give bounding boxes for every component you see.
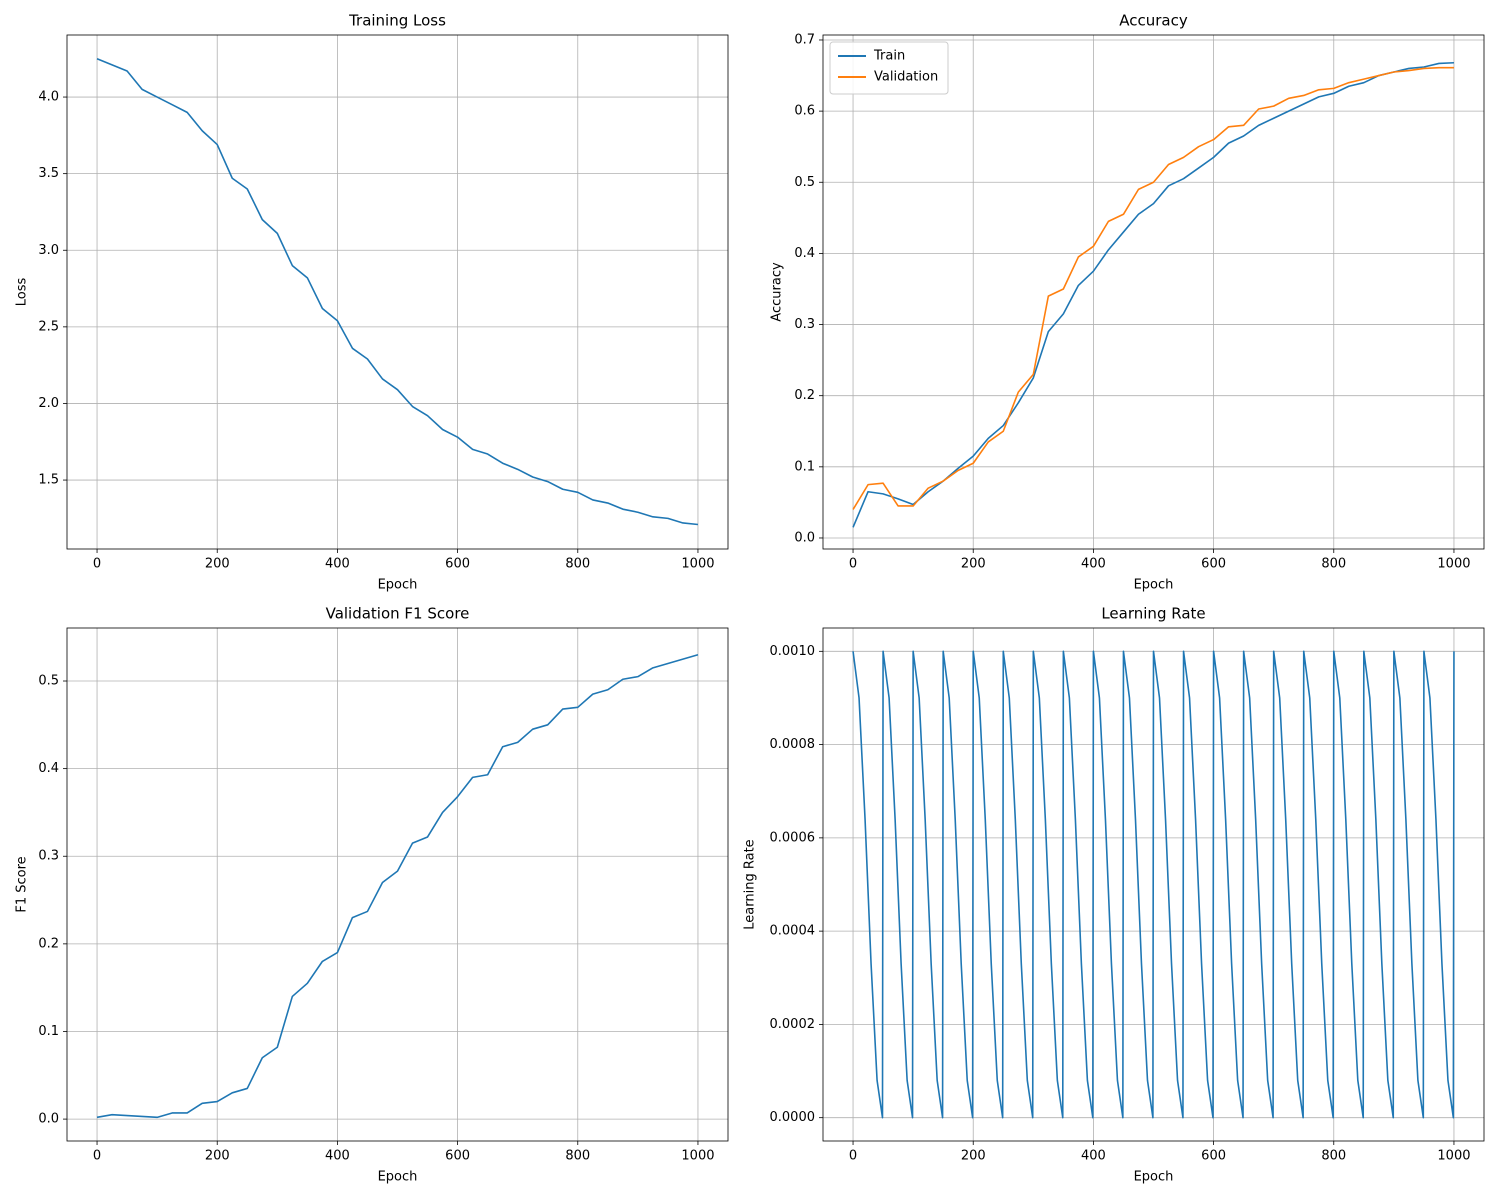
x-tick-label: 400 <box>1081 557 1106 572</box>
x-tick-label: 800 <box>1321 1149 1346 1164</box>
y-tick-label: 0.3 <box>38 849 59 864</box>
y-tick-label: 0.0002 <box>770 1017 816 1032</box>
y-tick-label: 2.5 <box>38 319 59 334</box>
data-line <box>852 66 1454 510</box>
x-tick-label: 400 <box>1081 1149 1106 1164</box>
x-axis-label: Epoch <box>378 1170 418 1185</box>
x-tick-label: 600 <box>1201 557 1226 572</box>
y-tick-label: 3.5 <box>38 166 59 181</box>
y-tick-label: 0.0004 <box>770 924 816 939</box>
plot-frame <box>822 627 1485 1142</box>
data-line <box>96 653 699 1119</box>
y-tick-label: 1.5 <box>38 473 59 488</box>
y-tick-label: 0.0008 <box>770 737 816 752</box>
x-axis-label: Epoch <box>1134 1170 1174 1185</box>
x-tick-label: 800 <box>1321 557 1346 572</box>
y-tick-label: 0.6 <box>794 104 815 119</box>
y-tick-label: 0.0 <box>38 1112 59 1127</box>
y-tick-label: 0.5 <box>38 674 59 689</box>
y-axis-label: Accuracy <box>770 262 785 322</box>
chart-title: Learning Rate <box>1101 605 1205 623</box>
legend-label: Train <box>873 49 905 64</box>
x-axis-label: Epoch <box>1134 578 1174 593</box>
x-tick-label: 0 <box>849 557 857 572</box>
y-tick-label: 0.5 <box>794 175 815 190</box>
y-tick-label: 0.1 <box>38 1024 59 1039</box>
x-tick-label: 800 <box>565 557 590 572</box>
x-tick-label: 200 <box>205 1149 230 1164</box>
chart-title: Training Loss <box>348 12 446 30</box>
y-tick-label: 4.0 <box>38 90 59 105</box>
y-tick-label: 0.2 <box>38 936 59 951</box>
y-tick-label: 0.7 <box>794 32 815 47</box>
data-line <box>852 650 1455 1119</box>
y-tick-label: 0.0000 <box>770 1110 816 1125</box>
y-tick-label: 0.0006 <box>770 830 816 845</box>
data-line <box>852 61 1454 528</box>
y-tick-label: 2.0 <box>38 396 59 411</box>
x-tick-label: 0 <box>849 1149 857 1164</box>
x-tick-label: 800 <box>565 1149 590 1164</box>
y-tick-label: 0.4 <box>38 761 59 776</box>
x-tick-label: 200 <box>205 557 230 572</box>
x-tick-label: 400 <box>325 557 350 572</box>
x-tick-label: 600 <box>445 557 470 572</box>
y-axis-label: F1 Score <box>15 856 30 912</box>
y-tick-label: 0.3 <box>794 317 815 332</box>
chart-title: Accuracy <box>1119 12 1188 30</box>
x-tick-label: 200 <box>961 557 986 572</box>
x-tick-label: 1000 <box>1437 557 1470 572</box>
x-tick-label: 600 <box>1201 1149 1226 1164</box>
x-tick-label: 1000 <box>681 1149 714 1164</box>
plot-frame <box>822 34 1485 550</box>
chart-title: Validation F1 Score <box>326 605 470 623</box>
plot-frame <box>66 34 729 550</box>
y-tick-label: 3.0 <box>38 243 59 258</box>
y-axis-label: Learning Rate <box>743 839 758 929</box>
y-tick-label: 0.4 <box>794 246 815 261</box>
x-tick-label: 0 <box>93 557 101 572</box>
x-tick-label: 200 <box>961 1149 986 1164</box>
x-tick-label: 600 <box>445 1149 470 1164</box>
y-tick-label: 0.0 <box>794 530 815 545</box>
x-axis-label: Epoch <box>378 578 418 593</box>
y-tick-label: 0.1 <box>794 459 815 474</box>
x-tick-label: 1000 <box>1437 1149 1470 1164</box>
x-tick-label: 0 <box>93 1149 101 1164</box>
x-tick-label: 400 <box>325 1149 350 1164</box>
legend-label: Validation <box>874 70 938 85</box>
y-tick-label: 0.2 <box>794 388 815 403</box>
y-axis-label: Loss <box>15 278 30 307</box>
plot-frame <box>66 627 729 1142</box>
x-tick-label: 1000 <box>681 557 714 572</box>
y-tick-label: 0.0010 <box>770 644 816 659</box>
data-line <box>96 58 699 526</box>
